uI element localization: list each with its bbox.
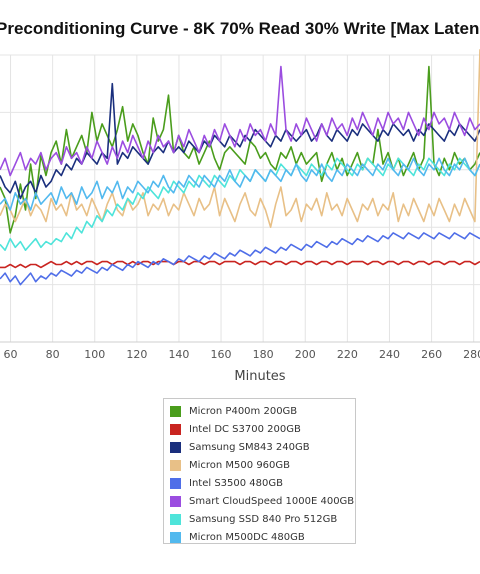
x-tick-label: 100: [84, 348, 105, 361]
legend-swatch: [170, 405, 181, 417]
x-tick-label: 280: [463, 348, 480, 361]
legend-swatch: [170, 459, 181, 471]
x-tick-label: 200: [295, 348, 316, 361]
x-axis-ticks: 60 80 100 120 140 160 180 200 220 240 260 280: [4, 348, 480, 361]
legend-label: Samsung SSD 840 Pro 512GB: [189, 513, 338, 525]
legend-label: Smart CloudSpeed 1000E 400GB: [189, 495, 355, 507]
legend-label: Intel S3500 480GB: [189, 477, 283, 489]
series-line-0: [0, 65, 480, 234]
legend-label: Micron M500 960GB: [189, 459, 291, 471]
legend-item: Samsung SSD 840 Pro 512GB: [170, 510, 355, 528]
x-tick-label: 220: [337, 348, 358, 361]
x-tick-label: 80: [46, 348, 60, 361]
legend-swatch: [170, 423, 181, 435]
x-tick-label: 140: [168, 348, 189, 361]
legend-swatch: [170, 531, 181, 543]
legend-item: Smart CloudSpeed 1000E 400GB: [170, 492, 355, 510]
x-tick-label: 240: [379, 348, 400, 361]
legend-label: Micron P400m 200GB: [189, 405, 298, 417]
x-tick-label: 260: [421, 348, 442, 361]
legend-item: Micron M500DC 480GB: [170, 528, 355, 546]
legend-label: Intel DC S3700 200GB: [189, 423, 301, 435]
chart-legend: Micron P400m 200GB Intel DC S3700 200GB Sa…: [163, 398, 356, 544]
chart-grid: [0, 54, 480, 343]
series-line-5: [0, 65, 480, 177]
x-tick-label: 160: [211, 348, 232, 361]
series-line-6: [0, 157, 480, 251]
legend-item: Micron M500 960GB: [170, 456, 355, 474]
x-axis-title: Minutes: [234, 369, 286, 384]
series-line-1: [0, 260, 480, 269]
x-tick-label: 120: [126, 348, 147, 361]
legend-label: Micron M500DC 480GB: [189, 531, 305, 543]
chart-title: Preconditioning Curve - 8K 70% Read 30% …: [0, 19, 480, 38]
series-line-4: [0, 232, 480, 286]
series-line-3: [0, 49, 480, 228]
chart-series-lines: [0, 49, 480, 286]
legend-swatch: [170, 477, 181, 489]
legend-item: Intel S3500 480GB: [170, 474, 355, 492]
series-line-2: [0, 82, 480, 200]
x-tick-label: 180: [253, 348, 274, 361]
series-line-7: [0, 157, 480, 211]
legend-swatch: [170, 441, 181, 453]
legend-item: Micron P400m 200GB: [170, 402, 355, 420]
legend-item: Samsung SM843 240GB: [170, 438, 355, 456]
legend-item: Intel DC S3700 200GB: [170, 420, 355, 438]
legend-label: Samsung SM843 240GB: [189, 441, 310, 453]
x-tick-label: 60: [4, 348, 18, 361]
legend-swatch: [170, 495, 181, 507]
legend-swatch: [170, 513, 181, 525]
